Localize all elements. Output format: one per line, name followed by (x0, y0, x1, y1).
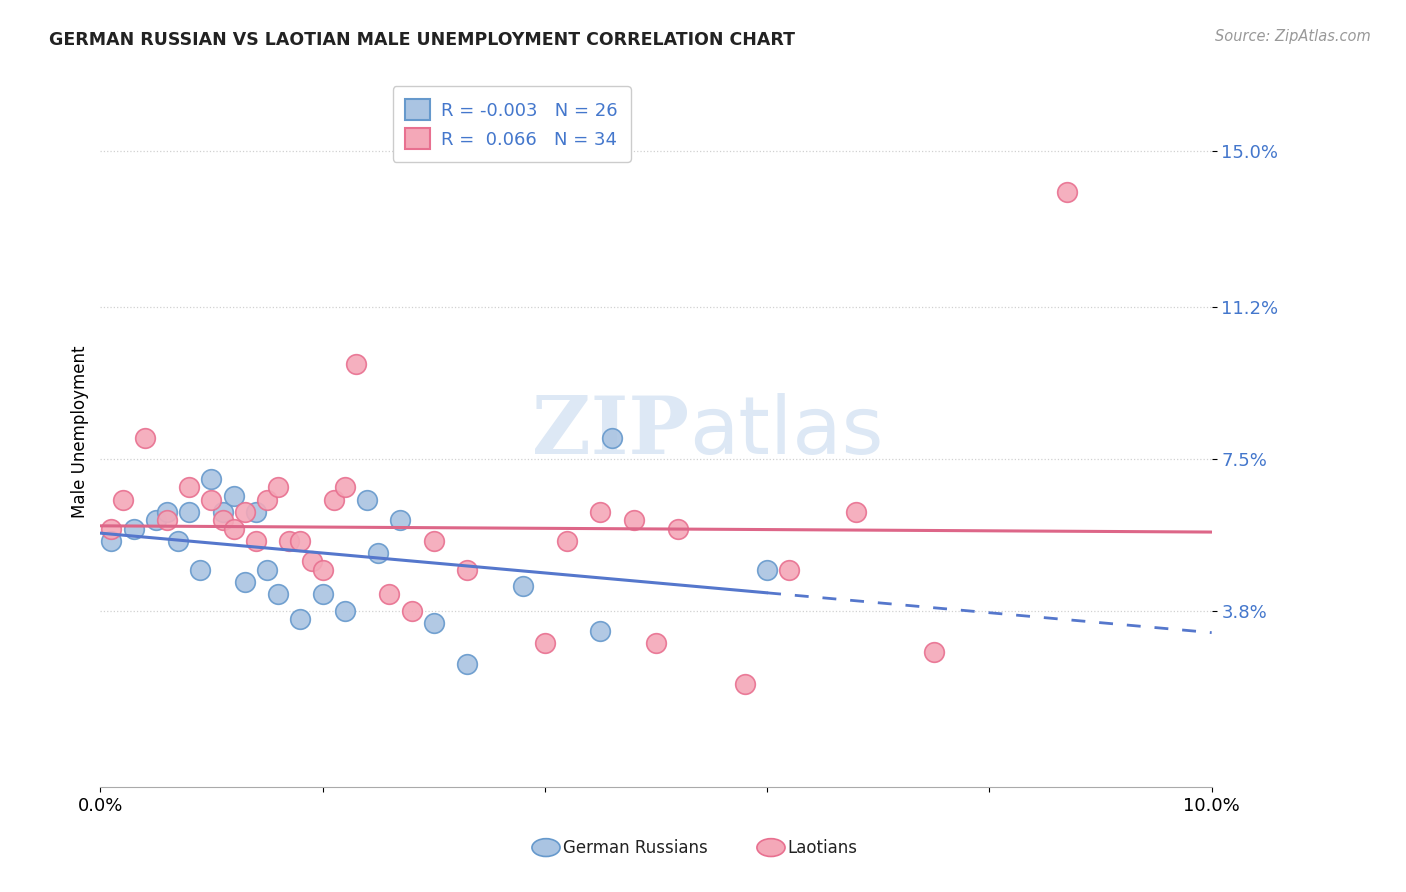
Point (845, 505, 868, 519)
Point (734, 677, 756, 691)
Point (367, 546, 389, 560)
Point (589, 624, 612, 638)
Point (233, 505, 256, 519)
Text: GERMAN RUSSIAN VS LAOTIAN MALE UNEMPLOYMENT CORRELATION CHART: GERMAN RUSSIAN VS LAOTIAN MALE UNEMPLOYM… (49, 31, 796, 49)
Point (389, 513, 412, 527)
Point (456, 562, 478, 576)
Point (922, 644, 945, 658)
Point (534, 636, 557, 650)
Text: Source: ZipAtlas.com: Source: ZipAtlas.com (1215, 29, 1371, 44)
Point (278, 533, 301, 548)
Point (333, 603, 356, 617)
Point (267, 587, 290, 601)
Point (211, 513, 233, 527)
Text: atlas: atlas (689, 393, 884, 471)
Legend: R = -0.003   N = 26, R =  0.066   N = 34: R = -0.003 N = 26, R = 0.066 N = 34 (392, 87, 630, 161)
Point (600, 431, 623, 445)
Point (356, 492, 378, 507)
Point (179, 505, 201, 519)
Point (200, 492, 222, 507)
Point (1056, 186, 1078, 200)
Point (222, 521, 245, 535)
Point (256, 562, 278, 576)
Point (145, 513, 167, 527)
Point (122, 521, 145, 535)
Point (245, 533, 267, 548)
Point (290, 612, 312, 626)
Point (589, 505, 612, 519)
Point (344, 358, 367, 372)
Point (322, 492, 344, 507)
Point (512, 579, 534, 593)
Point (245, 505, 267, 519)
Point (211, 505, 233, 519)
Text: ZIP: ZIP (533, 393, 689, 471)
Y-axis label: Male Unemployment: Male Unemployment (72, 346, 89, 518)
Point (134, 431, 156, 445)
Point (756, 562, 779, 576)
Point (222, 489, 245, 503)
Point (623, 513, 645, 527)
Point (267, 481, 290, 495)
Point (378, 587, 401, 601)
Point (256, 492, 278, 507)
Text: German Russians: German Russians (562, 838, 707, 856)
Point (100, 533, 122, 548)
Point (179, 481, 201, 495)
Point (156, 513, 179, 527)
Point (311, 562, 333, 576)
Point (301, 554, 323, 568)
Point (190, 562, 212, 576)
Point (422, 615, 444, 630)
Point (156, 505, 179, 519)
Point (666, 521, 689, 535)
Point (311, 587, 333, 601)
Point (401, 603, 423, 617)
Point (778, 562, 800, 576)
Point (555, 533, 578, 548)
Point (111, 492, 134, 507)
Point (333, 481, 356, 495)
Point (167, 533, 190, 548)
Point (456, 657, 478, 671)
Text: Laotians: Laotians (787, 838, 858, 856)
Point (645, 636, 668, 650)
Point (200, 472, 222, 486)
Point (422, 533, 444, 548)
Point (100, 521, 122, 535)
Point (290, 533, 312, 548)
Point (233, 574, 256, 589)
